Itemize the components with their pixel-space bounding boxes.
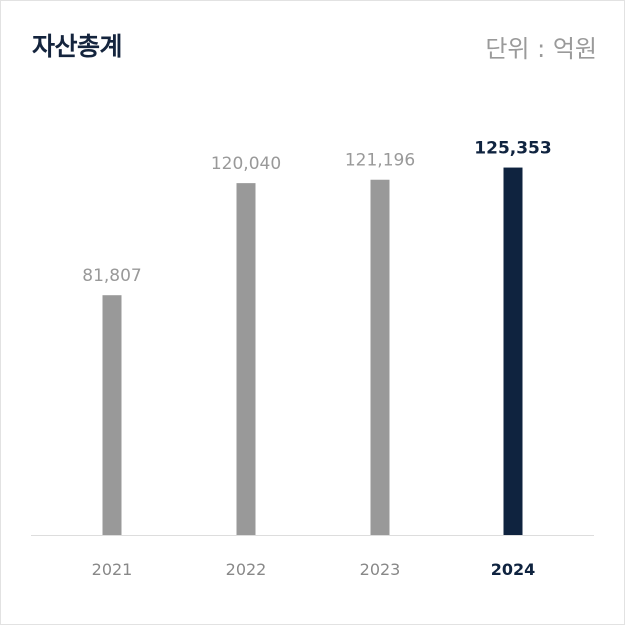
chart-title: 자산총계 (32, 32, 123, 61)
value-label-2024: 125,353 (474, 139, 551, 159)
value-label-2021: 81,807 (82, 266, 141, 286)
x-tick-2023: 2023 (360, 560, 401, 579)
bar-2024 (503, 167, 523, 535)
x-tick-2021: 2021 (92, 560, 133, 579)
bar-2021 (102, 295, 122, 535)
unit-label: 단위 : 억원 (485, 35, 597, 63)
x-tick-2022: 2022 (226, 560, 267, 579)
x-tick-2024: 2024 (491, 560, 536, 579)
value-label-2022: 120,040 (211, 154, 281, 174)
bar-2022 (236, 183, 256, 535)
value-label-2023: 121,196 (345, 151, 415, 171)
bar-2023 (370, 179, 390, 535)
